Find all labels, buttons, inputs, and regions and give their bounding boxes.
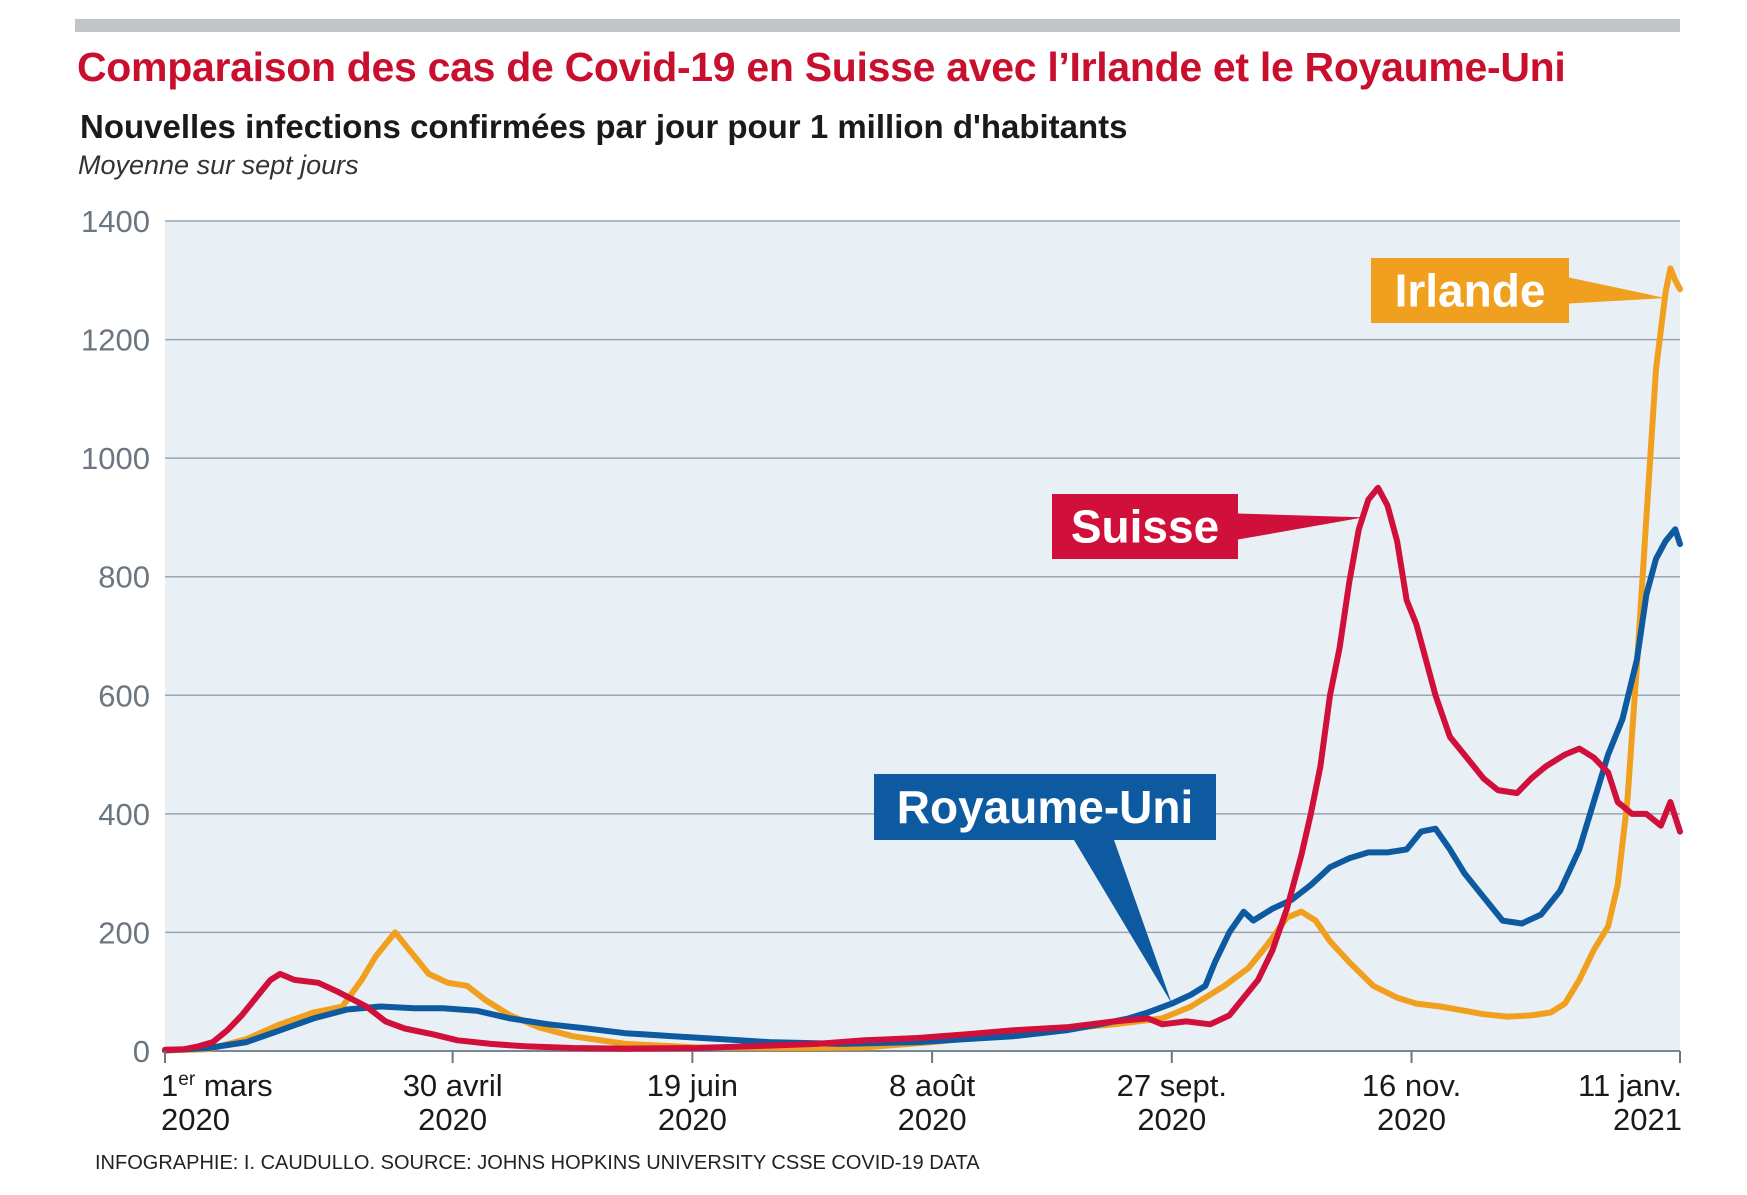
series-line-suisse — [162, 484, 1683, 1053]
chart-note: Moyenne sur sept jours — [78, 150, 359, 180]
series-line-irlande — [162, 265, 1683, 1054]
y-tick-label: 1000 — [81, 441, 150, 476]
y-tick-label: 800 — [98, 560, 150, 595]
label-pointer — [1238, 513, 1364, 540]
series-label-irlande: Irlande — [1395, 265, 1546, 317]
x-tick-year: 2020 — [898, 1102, 967, 1137]
x-tick-label: 19 juin — [647, 1068, 738, 1103]
series-label-box — [1371, 258, 1569, 323]
label-pointer — [1569, 277, 1666, 304]
series-label-box — [874, 774, 1216, 840]
y-tick-label: 600 — [98, 678, 150, 713]
top-rule — [75, 19, 1680, 32]
y-tick-label: 1400 — [81, 204, 150, 239]
x-tick-label: 30 avril — [403, 1068, 503, 1103]
series-label-suisse: Suisse — [1071, 501, 1219, 553]
series-label-box — [1052, 494, 1238, 559]
x-tick-label: 16 nov. — [1362, 1068, 1461, 1103]
x-tick-year: 2020 — [161, 1102, 230, 1137]
series-line-royaume-uni — [162, 526, 1683, 1054]
x-tick-label: 8 août — [889, 1068, 976, 1103]
x-tick-label: 27 sept. — [1117, 1068, 1227, 1103]
y-tick-label: 200 — [98, 915, 150, 950]
series-label-royaume-uni: Royaume-Uni — [897, 781, 1193, 833]
x-tick-label: 1er mars — [161, 1068, 273, 1103]
x-tick-year: 2020 — [1137, 1102, 1206, 1137]
x-tick-year: 2020 — [1377, 1102, 1446, 1137]
chart-subtitle: Nouvelles infections confirmées par jour… — [80, 108, 1128, 145]
y-tick-label: 400 — [98, 797, 150, 832]
label-pointer — [1074, 840, 1172, 1004]
x-tick-label: 11 janv. — [1578, 1068, 1682, 1103]
y-tick-label: 1200 — [81, 323, 150, 358]
x-tick-year: 2020 — [658, 1102, 727, 1137]
x-tick-year: 2020 — [418, 1102, 487, 1137]
source-credit: INFOGRAPHIE: I. CAUDULLO. SOURCE: JOHNS … — [95, 1152, 980, 1174]
plot-area — [165, 221, 1680, 1051]
chart-title: Comparaison des cas de Covid-19 en Suiss… — [77, 44, 1566, 90]
x-tick-year: 2021 — [1613, 1102, 1682, 1137]
y-tick-label: 0 — [133, 1034, 150, 1069]
